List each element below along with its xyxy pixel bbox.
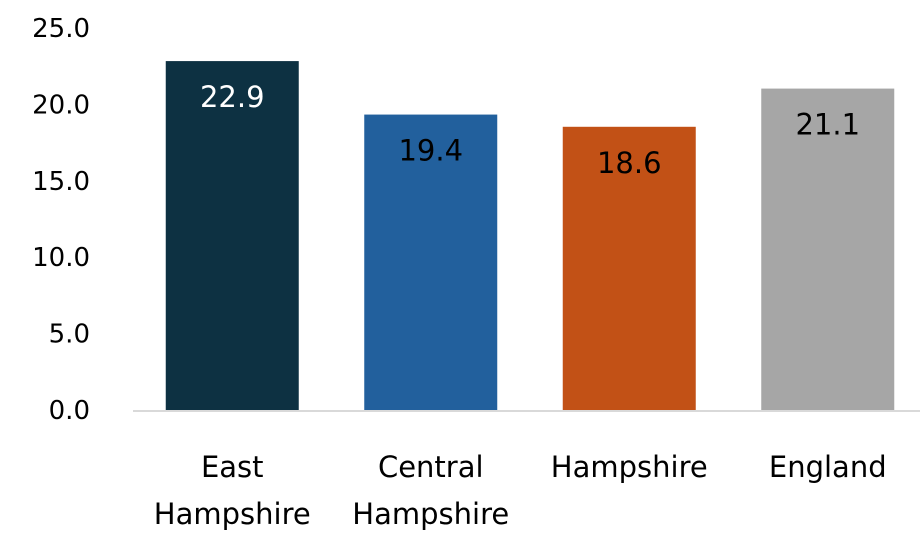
bar	[165, 61, 299, 411]
x-category-label-line: Hampshire	[551, 450, 708, 484]
x-category-label-line: Hampshire	[352, 497, 509, 531]
y-tick-label: 5.0	[49, 320, 90, 350]
category-label-group: East Hampshire Central Hampshire Hampshire En…	[154, 450, 887, 531]
y-axis-tick-labels: 0.0 5.0 10.0 15.0 20.0 25.0	[32, 14, 90, 426]
y-tick-label: 0.0	[49, 396, 90, 426]
data-label: 19.4	[398, 134, 463, 168]
bar	[364, 114, 498, 412]
data-label: 22.9	[200, 80, 265, 114]
x-category-label: Central Hampshire	[352, 450, 509, 531]
x-category-label-line: Central	[378, 450, 484, 484]
y-tick-label: 25.0	[32, 14, 90, 44]
bar-group	[165, 61, 895, 412]
y-tick-label: 15.0	[32, 167, 90, 197]
value-label-group: 22.9 19.4 18.6 21.1	[200, 80, 860, 180]
x-category-label-line: East	[201, 450, 264, 484]
y-tick-label: 20.0	[32, 90, 90, 120]
x-category-label-line: England	[769, 450, 887, 484]
bar	[761, 88, 895, 411]
y-tick-label: 10.0	[32, 243, 90, 273]
x-category-label-line: Hampshire	[154, 497, 311, 531]
x-category-label: Hampshire	[551, 450, 708, 484]
data-label: 18.6	[597, 146, 662, 180]
bar	[562, 126, 696, 412]
x-category-label: England	[769, 450, 887, 484]
x-category-label: East Hampshire	[154, 450, 311, 531]
data-label: 21.1	[795, 108, 860, 142]
